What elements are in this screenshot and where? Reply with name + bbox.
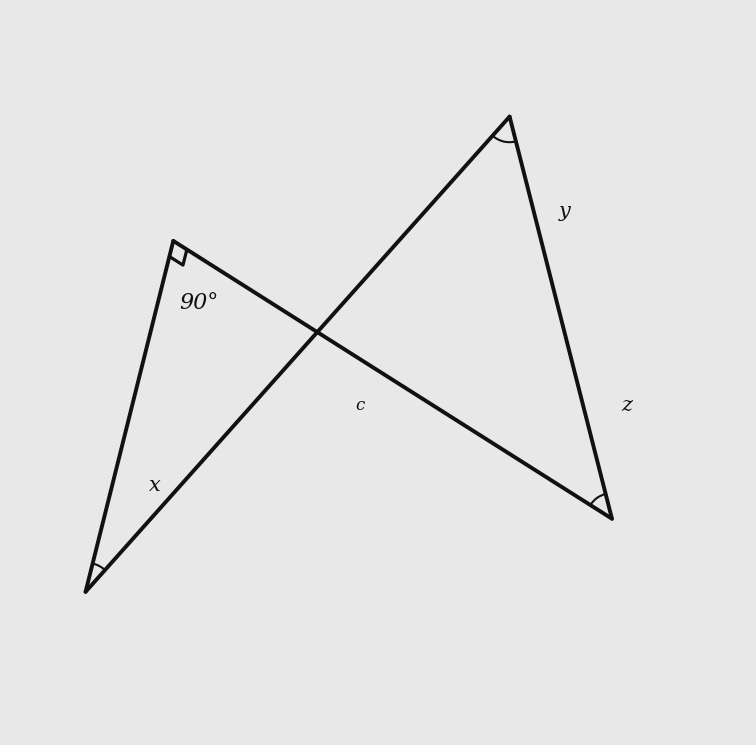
Text: c: c (355, 397, 364, 414)
Text: z: z (621, 396, 632, 415)
Text: y: y (559, 202, 570, 221)
Text: 90°: 90° (179, 292, 218, 314)
Text: x: x (149, 476, 161, 495)
